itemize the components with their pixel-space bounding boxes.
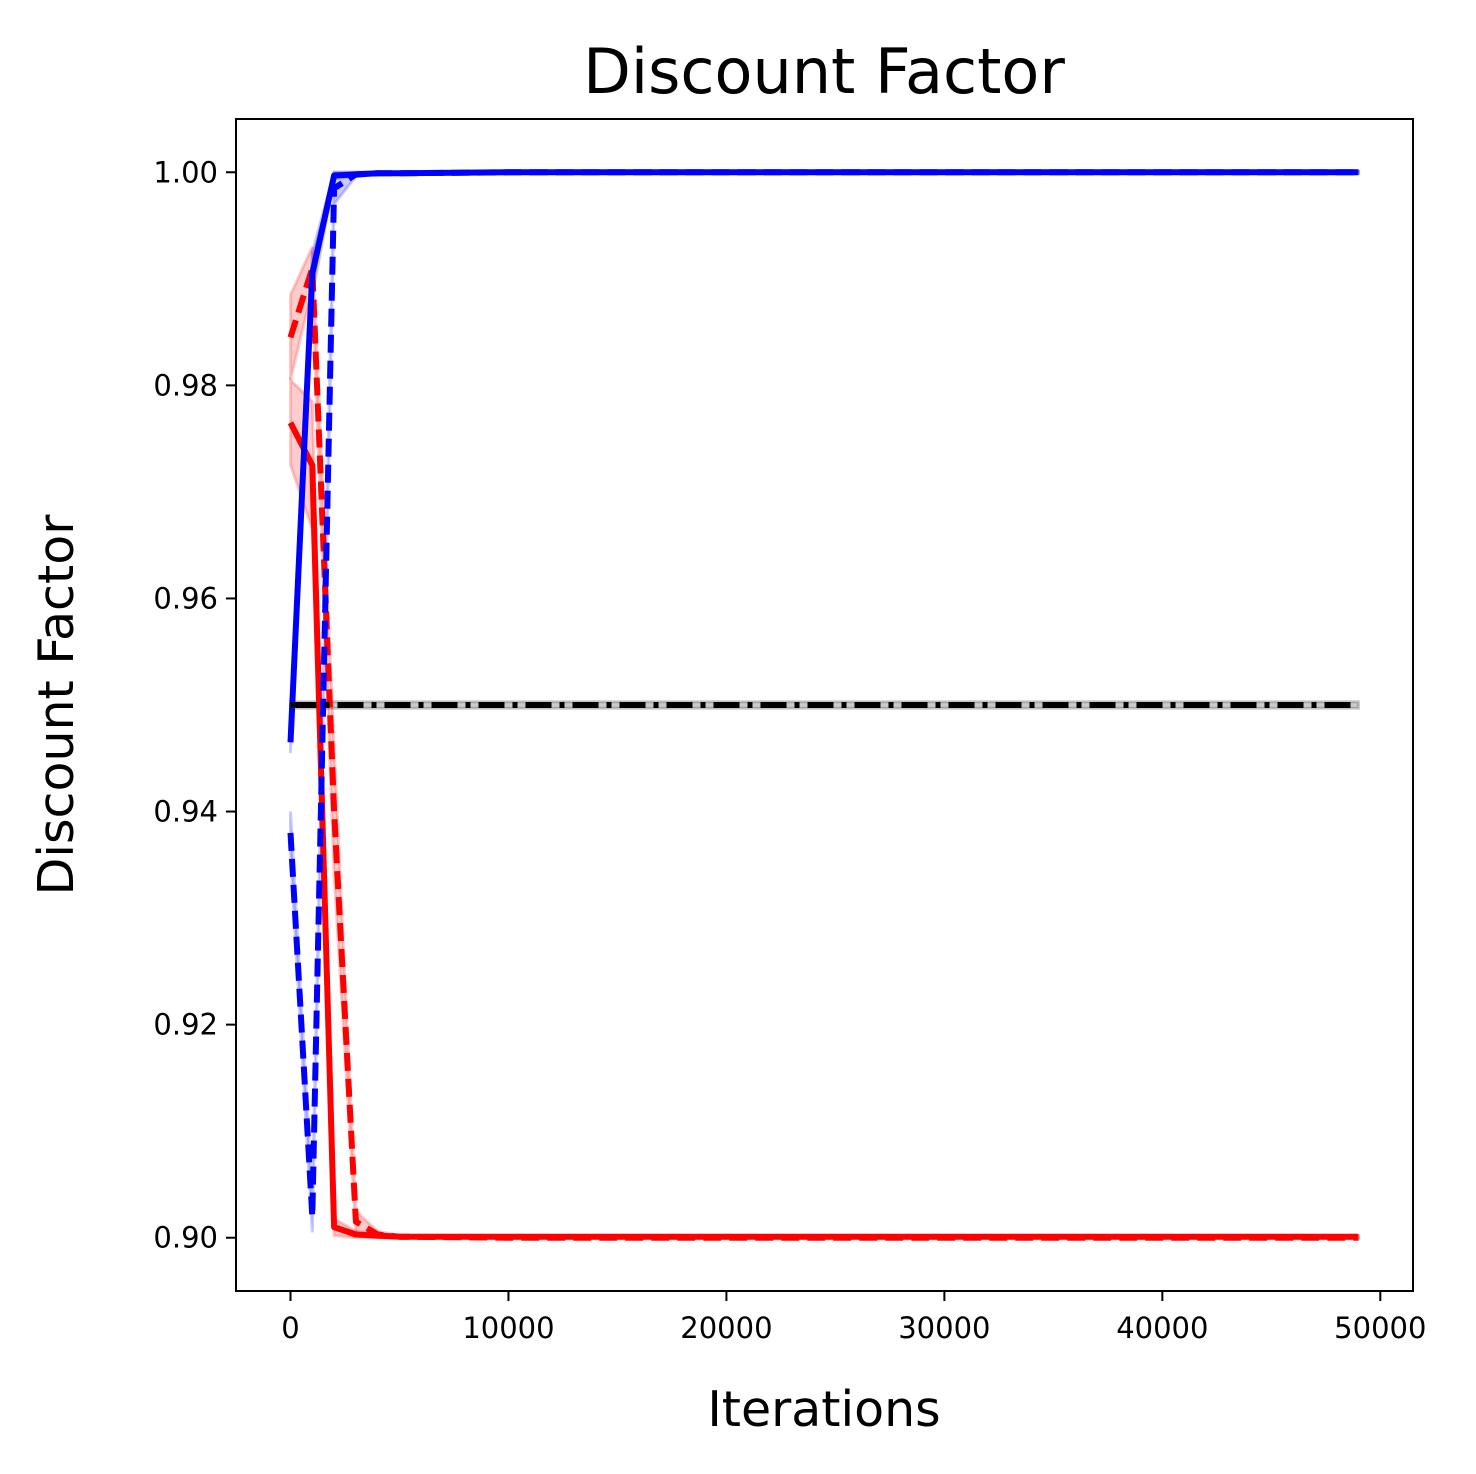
axes-frame — [235, 118, 1414, 1292]
series-3-line — [287, 169, 1359, 743]
series-1-line — [287, 421, 1359, 1240]
y-tick-label: 0.90 — [153, 1221, 218, 1255]
plot-area — [287, 169, 1360, 1241]
x-tick-label: 0 — [281, 1311, 299, 1345]
series-3-band — [289, 169, 1360, 753]
x-tick-label: 20000 — [680, 1311, 772, 1345]
x-axis-label: Iterations — [707, 1381, 940, 1438]
chart-title: Discount Factor — [583, 35, 1065, 108]
series-1-band — [289, 376, 1360, 1240]
x-axis-ticks: 0 10000 20000 30000 40000 50000 — [281, 1291, 1426, 1345]
y-tick-label: 1.00 — [153, 155, 218, 189]
y-axis-label: Discount Factor — [28, 514, 85, 896]
y-tick-label: 0.96 — [153, 581, 218, 615]
series-2-line — [287, 265, 1359, 1241]
y-tick-label: 0.98 — [153, 368, 218, 402]
x-tick-label: 50000 — [1334, 1311, 1426, 1345]
y-tick-label: 0.92 — [153, 1008, 218, 1042]
y-tick-label: 0.94 — [153, 795, 218, 829]
series-2-band — [289, 246, 1360, 1241]
series-4-line — [287, 169, 1359, 1220]
x-tick-label: 40000 — [1116, 1311, 1208, 1345]
x-tick-label: 30000 — [898, 1311, 990, 1345]
x-tick-label: 10000 — [462, 1311, 554, 1345]
y-axis-ticks: 0.90 0.92 0.94 0.96 0.98 1.00 — [153, 155, 236, 1255]
